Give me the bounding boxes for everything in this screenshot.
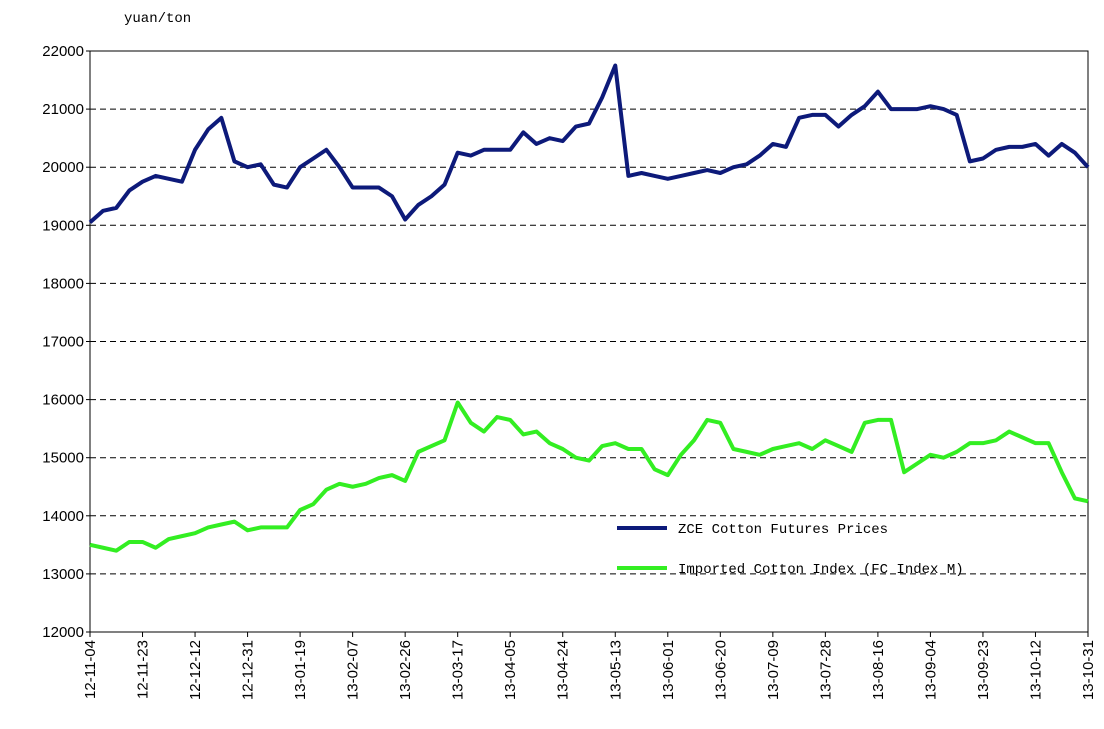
x-tick-label: 12-11-23 (135, 640, 152, 699)
x-tick-label: 13-07-09 (765, 640, 782, 700)
x-tick-label: 13-03-17 (450, 640, 467, 700)
y-tick-label: 12000 (42, 624, 84, 641)
y-tick-label: 22000 (42, 43, 84, 60)
x-tick-label: 13-05-13 (607, 640, 624, 700)
x-tick-label: 13-07-28 (817, 640, 834, 700)
y-unit-label: yuan/ton (124, 11, 191, 27)
y-tick-label: 20000 (42, 159, 84, 176)
x-tick-label: 12-12-12 (187, 640, 204, 700)
x-tick-label: 13-09-04 (922, 640, 939, 700)
y-tick-label: 16000 (42, 392, 84, 409)
x-tick-label: 13-02-07 (345, 640, 362, 700)
x-tick-label: 13-01-19 (292, 640, 309, 700)
x-tick-label: 13-06-20 (712, 640, 729, 700)
x-tick-label: 13-10-12 (1027, 640, 1044, 700)
x-tick-label: 12-11-04 (82, 640, 99, 699)
plot-frame (89, 50, 1089, 633)
data-line (89, 400, 1089, 553)
data-line (88, 63, 1090, 224)
x-tick-label: 13-09-23 (975, 640, 992, 700)
x-tick-label: 13-02-26 (397, 640, 414, 700)
legend-label: Imported Cotton Index (FC Index M) (678, 562, 964, 578)
y-tick-label: 15000 (42, 450, 84, 467)
y-tick-label: 13000 (42, 566, 84, 583)
y-tick-label: 21000 (42, 101, 84, 118)
x-tick-label: 12-12-31 (240, 640, 257, 700)
legend-label: ZCE Cotton Futures Prices (678, 522, 888, 538)
y-tick-label: 17000 (42, 334, 84, 351)
x-tick-label: 13-04-24 (555, 640, 572, 700)
x-tick-label: 13-06-01 (660, 640, 677, 700)
x-tick-label: 13-10-31 (1080, 640, 1097, 700)
x-tick-label: 13-08-16 (870, 640, 887, 700)
y-tick-label: 18000 (42, 275, 84, 292)
x-tick-label: 13-04-05 (502, 640, 519, 700)
y-tick-label: 14000 (42, 508, 84, 525)
y-tick-label: 19000 (42, 217, 84, 234)
